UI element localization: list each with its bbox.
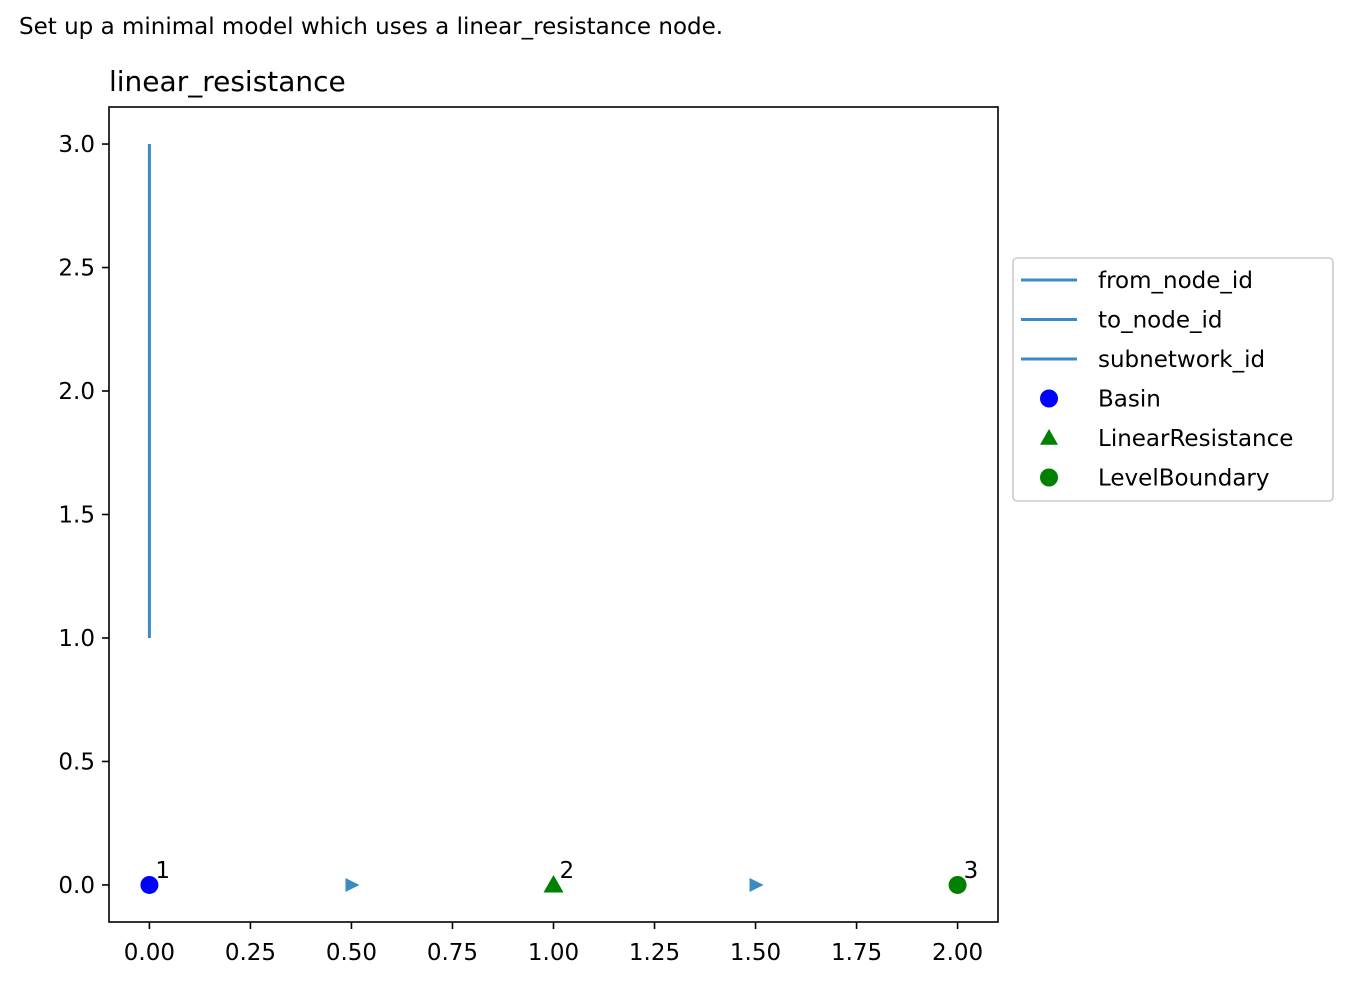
x-tick-label: 0.75 <box>427 940 478 966</box>
y-tick-label: 2.0 <box>58 379 95 405</box>
x-tick-label: 1.25 <box>629 940 680 966</box>
x-tick-label: 1.00 <box>528 940 579 966</box>
x-axis: 0.00 0.25 0.50 0.75 1.00 1.25 1.50 1.75 2.00 <box>124 922 983 966</box>
y-tick-label: 1.5 <box>58 503 95 529</box>
x-tick-label: 1.75 <box>831 940 882 966</box>
y-tick-label: 0.0 <box>58 873 95 899</box>
plot-frame <box>108 106 999 923</box>
edge-arrow-marker <box>345 877 360 892</box>
y-tick-label: 0.5 <box>58 749 95 775</box>
legend-label: subnetwork_id <box>1098 347 1265 373</box>
legend-label: Basin <box>1098 387 1161 413</box>
x-tick-label: 0.50 <box>326 940 377 966</box>
legend-box <box>1012 257 1334 502</box>
y-axis: 0.0 0.5 1.0 1.5 2.0 2.5 3.0 <box>58 132 109 899</box>
node-marker-LinearResistance <box>543 874 564 893</box>
legend-label: from_node_id <box>1098 268 1253 294</box>
node-id-label: 3 <box>964 858 979 884</box>
x-tick-label: 1.50 <box>730 940 781 966</box>
y-tick-label: 3.0 <box>58 132 95 158</box>
x-tick-label: 0.00 <box>124 940 175 966</box>
legend-label: LinearResistance <box>1098 426 1293 452</box>
node-marker-LevelBoundary <box>948 875 967 894</box>
plot-marks: 1 2 3 <box>140 144 978 894</box>
y-tick-label: 2.5 <box>58 256 95 282</box>
x-tick-label: 2.00 <box>932 940 983 966</box>
node-id-label: 2 <box>560 858 575 884</box>
node-marker-Basin <box>140 875 159 894</box>
y-tick-label: 1.0 <box>58 626 95 652</box>
legend-label: LevelBoundary <box>1098 466 1269 492</box>
x-tick-label: 0.25 <box>225 940 276 966</box>
chart-title: linear_resistance <box>109 65 346 98</box>
figure-caption: Set up a minimal model which uses a line… <box>19 14 724 40</box>
legend: from_node_id to_node_id subnetwork_id Basin… <box>1012 257 1334 502</box>
legend-circle-swatch <box>1040 389 1058 408</box>
legend-label: to_node_id <box>1098 308 1222 334</box>
node-id-label: 1 <box>155 858 170 884</box>
legend-triangle-swatch <box>1040 429 1058 445</box>
legend-circle-swatch <box>1040 468 1058 487</box>
edge-arrow-marker <box>749 877 764 892</box>
